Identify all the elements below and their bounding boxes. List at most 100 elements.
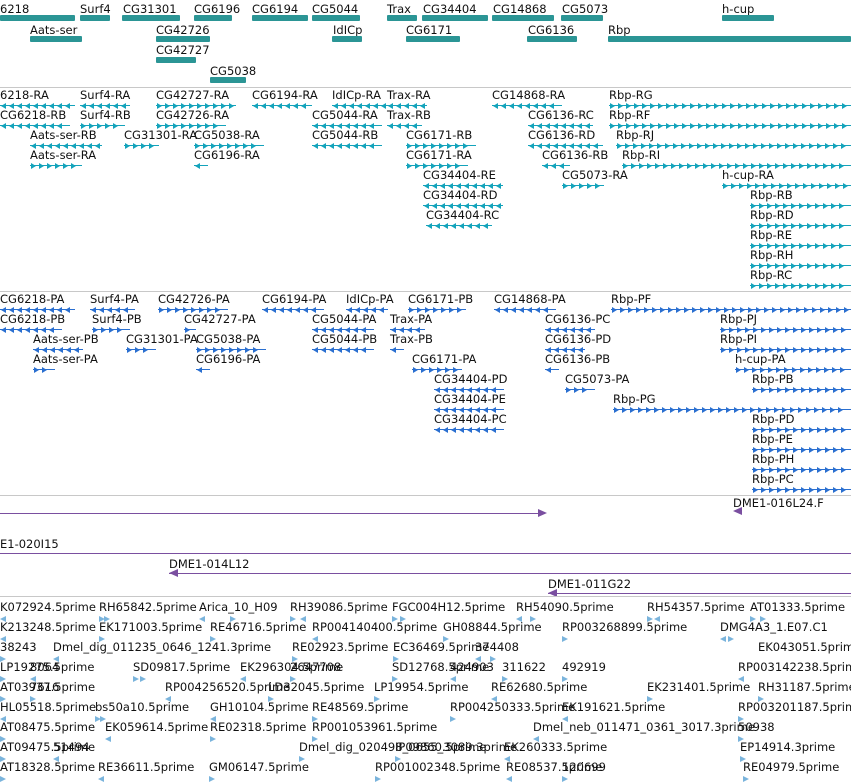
est-read-arrow-icon[interactable] — [743, 776, 749, 782]
est-label[interactable]: RH54357.5prime — [647, 600, 745, 614]
est-label[interactable]: EK296304.5prime — [240, 660, 344, 674]
transcript-feature[interactable] — [80, 102, 130, 109]
est-label[interactable]: GH08844.5prime — [443, 620, 542, 634]
est-read-arrow-icon[interactable] — [312, 636, 318, 642]
protein-feature[interactable] — [33, 366, 55, 373]
est-label[interactable]: 8064 — [30, 660, 60, 674]
transcript-label[interactable]: CG6218-RB — [0, 108, 67, 122]
est-read-arrow-icon[interactable] — [140, 676, 146, 682]
est-label[interactable]: SD12768.5prime — [392, 660, 490, 674]
transcript-label[interactable]: Surf4-RB — [80, 108, 131, 122]
est-read-arrow-icon[interactable] — [292, 656, 298, 662]
protein-label[interactable]: CG34404-PE — [434, 392, 506, 406]
gene-bar[interactable] — [80, 15, 110, 21]
gene-bar[interactable] — [30, 36, 82, 42]
transcript-label[interactable]: CG34404-RC — [426, 208, 500, 222]
protein-feature[interactable] — [752, 486, 851, 493]
protein-feature[interactable] — [0, 326, 62, 333]
est-read-arrow-icon[interactable] — [562, 716, 568, 722]
est-read-arrow-icon[interactable] — [750, 616, 756, 622]
transcript-label[interactable]: CG34404-RD — [423, 188, 498, 202]
protein-label[interactable]: Rbp-PH — [752, 452, 795, 466]
est-label[interactable]: RP004250333.5prime — [450, 700, 576, 714]
est-label[interactable]: RE02318.5prime — [210, 720, 307, 734]
est-read-arrow-icon[interactable] — [0, 716, 6, 722]
protein-feature[interactable] — [312, 346, 374, 353]
est-read-arrow-icon[interactable] — [738, 676, 744, 682]
est-read-arrow-icon[interactable] — [98, 776, 104, 782]
protein-feature[interactable] — [92, 326, 130, 333]
transcript-feature[interactable] — [332, 102, 387, 109]
protein-label[interactable]: CG6218-PA — [0, 292, 65, 306]
protein-label[interactable]: Rbp-PD — [752, 412, 795, 426]
gene-bar[interactable] — [194, 15, 232, 21]
protein-label[interactable]: Rbp-PF — [611, 292, 652, 306]
est-read-arrow-icon[interactable] — [758, 696, 764, 702]
transcript-feature[interactable] — [30, 142, 102, 149]
gene-Rbp-label[interactable]: Rbp — [608, 23, 631, 37]
est-read-arrow-icon[interactable] — [530, 616, 536, 622]
est-label[interactable]: 38243 — [0, 640, 37, 654]
transcript-feature[interactable] — [156, 122, 226, 129]
est-read-arrow-icon[interactable] — [720, 636, 726, 642]
est-read-arrow-icon[interactable] — [99, 636, 105, 642]
est-read-arrow-icon[interactable] — [199, 616, 205, 622]
est-label[interactable]: LP19954.5prime — [374, 680, 469, 694]
est-read-arrow-icon[interactable] — [450, 716, 456, 722]
transcript-feature[interactable] — [406, 162, 468, 169]
transcript-label[interactable]: CG6196-RA — [194, 148, 260, 162]
transcript-feature[interactable] — [542, 162, 570, 169]
gene-bar[interactable] — [608, 36, 851, 42]
est-label[interactable]: EK059614.5prime — [105, 720, 209, 734]
transcript-label[interactable]: Trax-RB — [387, 108, 431, 122]
protein-label[interactable]: Trax-PB — [390, 332, 433, 346]
transcript-label[interactable]: CG6136-RC — [528, 108, 594, 122]
est-read-arrow-icon[interactable] — [450, 676, 456, 682]
transcript-feature[interactable] — [194, 142, 264, 149]
transcript-feature[interactable] — [252, 102, 312, 109]
transcript-feature[interactable] — [750, 242, 851, 249]
protein-label[interactable]: Rbp-PE — [752, 432, 793, 446]
clone-label[interactable]: DME1-014L12 — [169, 557, 250, 571]
est-read-arrow-icon[interactable] — [268, 696, 274, 702]
est-read-arrow-icon[interactable] — [104, 616, 110, 622]
protein-label[interactable]: Aats-ser-PA — [33, 352, 98, 366]
protein-label[interactable]: Surf4-PB — [92, 312, 142, 326]
protein-label[interactable]: Rbp-PG — [613, 392, 656, 406]
est-label[interactable]: AT08475.5prime — [0, 720, 96, 734]
est-label[interactable]: HL05518.5prime — [0, 700, 97, 714]
protein-label[interactable]: Surf4-PA — [90, 292, 139, 306]
est-read-arrow-icon[interactable] — [738, 716, 744, 722]
gene-CG5044-label[interactable]: CG5044 — [312, 2, 359, 16]
est-read-arrow-icon[interactable] — [105, 736, 111, 742]
clone-line[interactable] — [548, 593, 851, 594]
gene-6218-label[interactable]: 6218 — [0, 2, 30, 16]
est-read-arrow-icon[interactable] — [395, 756, 401, 762]
est-label[interactable]: RP004140400.5prime — [312, 620, 438, 634]
est-read-arrow-icon[interactable] — [53, 656, 59, 662]
est-label[interactable]: RP001053961.5prime — [312, 720, 438, 734]
transcript-label[interactable]: CG31301-RA — [124, 128, 198, 142]
est-read-arrow-icon[interactable] — [475, 656, 481, 662]
gene-CG14868-label[interactable]: CG14868 — [493, 2, 547, 16]
est-read-arrow-icon[interactable] — [491, 696, 497, 702]
est-label[interactable]: RH39086.5prime — [290, 600, 388, 614]
protein-feature[interactable] — [545, 346, 585, 353]
protein-label[interactable]: CG31301-PA — [126, 332, 198, 346]
transcript-feature[interactable] — [312, 122, 382, 129]
gene-bar[interactable] — [422, 15, 488, 21]
transcript-feature[interactable] — [156, 102, 236, 109]
est-read-arrow-icon[interactable] — [490, 656, 496, 662]
est-read-arrow-icon[interactable] — [133, 676, 139, 682]
gene-bar[interactable] — [122, 15, 180, 21]
protein-label[interactable]: CG6218-PB — [0, 312, 66, 326]
est-read-arrow-icon[interactable] — [0, 616, 6, 622]
protein-feature[interactable] — [545, 366, 559, 373]
est-read-arrow-icon[interactable] — [647, 616, 653, 622]
protein-feature[interactable] — [545, 326, 595, 333]
protein-feature[interactable] — [184, 326, 196, 333]
est-read-arrow-icon[interactable] — [312, 716, 318, 722]
est-label[interactable]: EC36469.5prime — [393, 640, 490, 654]
est-label[interactable]: 374408 — [475, 640, 519, 654]
est-label[interactable]: AT09475.5prime — [0, 740, 96, 754]
